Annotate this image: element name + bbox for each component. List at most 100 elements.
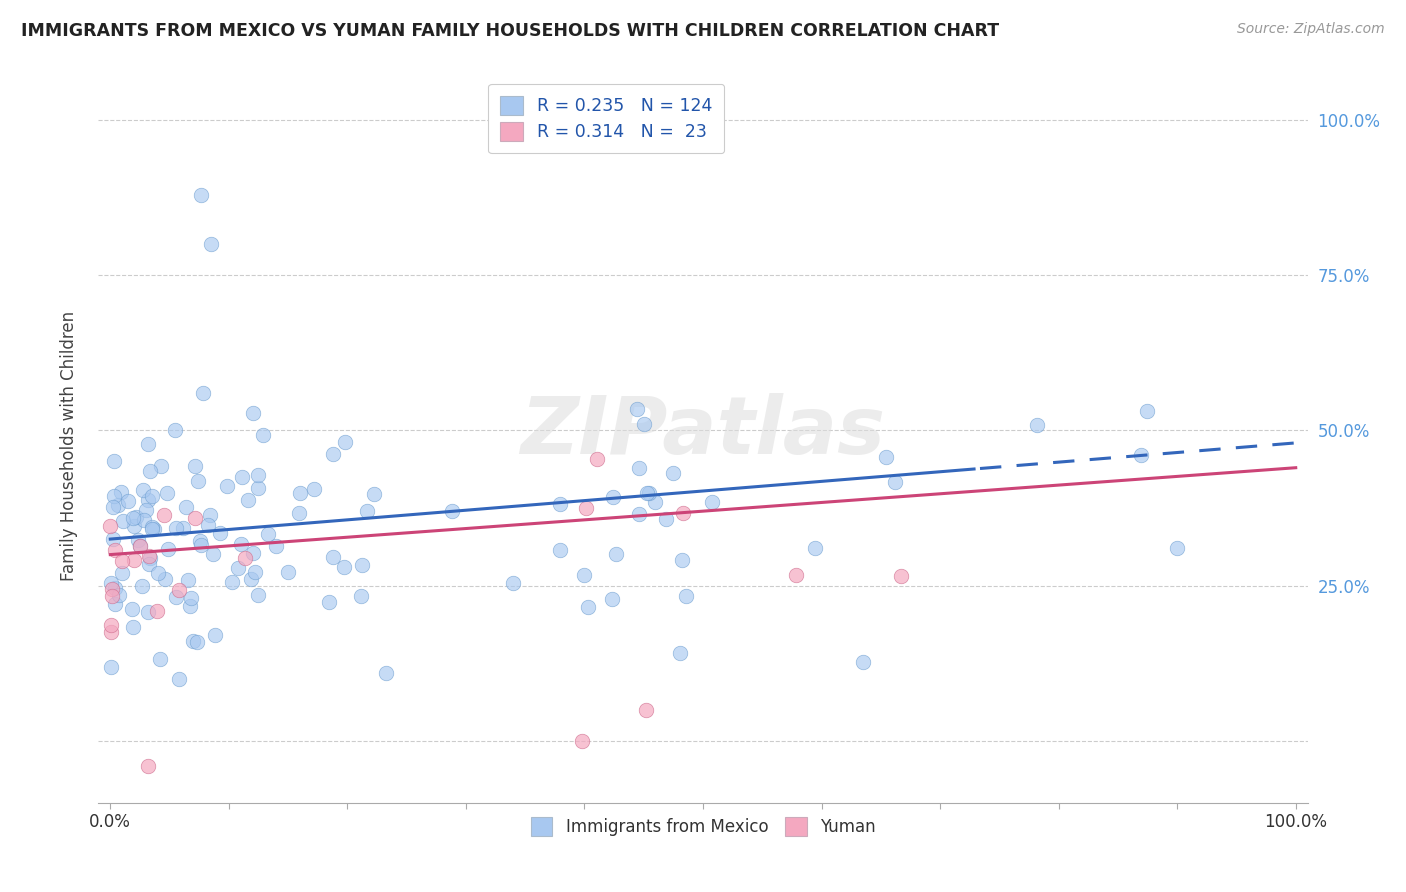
Point [146,566,169,580]
Point [333,559,356,574]
Point [209,525,232,540]
Point [374,665,396,680]
Point [181,634,204,648]
Point [264,539,287,553]
Point [112,514,135,528]
Point [322,446,344,460]
Point [242,406,264,420]
Point [634,703,657,717]
Point [1136,404,1159,418]
Point [669,647,692,661]
Point [104,543,127,558]
Point [576,599,599,614]
Point [111,566,134,580]
Text: ZIPatlas: ZIPatlas [520,392,886,471]
Point [138,549,160,563]
Point [107,498,129,512]
Point [141,522,163,536]
Point [290,486,312,500]
Point [215,479,238,493]
Point [135,502,157,516]
Point [104,581,127,595]
Point [104,598,127,612]
Point [1129,448,1152,462]
Point [231,470,253,484]
Point [187,474,209,488]
Point [103,454,125,468]
Point [200,237,222,252]
Legend: Immigrants from Mexico, Yuman: Immigrants from Mexico, Yuman [522,809,884,845]
Point [101,533,124,547]
Y-axis label: Family Households with Children: Family Households with Children [59,311,77,581]
Point [155,572,177,586]
Point [548,542,571,557]
Point [180,591,202,605]
Point [221,574,243,589]
Point [575,500,598,515]
Point [156,542,179,557]
Point [571,733,593,747]
Point [167,583,190,598]
Point [785,568,807,582]
Point [277,565,299,579]
Point [700,495,723,509]
Point [110,554,132,568]
Point [138,605,160,619]
Point [322,549,344,564]
Point [247,481,270,495]
Point [193,386,215,401]
Point [132,483,155,497]
Point [122,620,145,634]
Point [672,506,695,520]
Point [671,553,693,567]
Point [149,652,172,666]
Point [636,485,658,500]
Point [100,660,122,674]
Point [852,655,875,669]
Point [156,486,179,500]
Point [165,520,187,534]
Point [190,187,212,202]
Point [627,460,650,475]
Point [141,520,163,534]
Point [602,491,624,505]
Point [602,591,624,606]
Point [153,508,176,523]
Point [550,497,572,511]
Point [100,582,122,597]
Point [363,487,385,501]
Point [662,466,685,480]
Point [441,504,464,518]
Point [586,452,609,467]
Point [804,541,827,555]
Point [201,547,224,561]
Point [125,510,148,524]
Point [633,417,655,431]
Point [141,489,163,503]
Point [288,506,311,520]
Point [628,507,651,521]
Point [184,458,207,473]
Point [117,493,139,508]
Point [122,519,145,533]
Point [98,518,121,533]
Point [165,590,187,604]
Point [883,475,905,489]
Point [247,468,270,483]
Point [233,551,256,566]
Point [242,546,264,560]
Point [165,423,187,437]
Point [257,526,280,541]
Point [146,604,169,618]
Point [574,568,596,582]
Point [890,569,912,583]
Point [167,672,190,686]
Point [136,758,159,772]
Point [502,575,524,590]
Point [127,533,149,548]
Point [204,628,226,642]
Point [121,602,143,616]
Point [198,508,221,522]
Point [252,428,274,442]
Point [356,503,378,517]
